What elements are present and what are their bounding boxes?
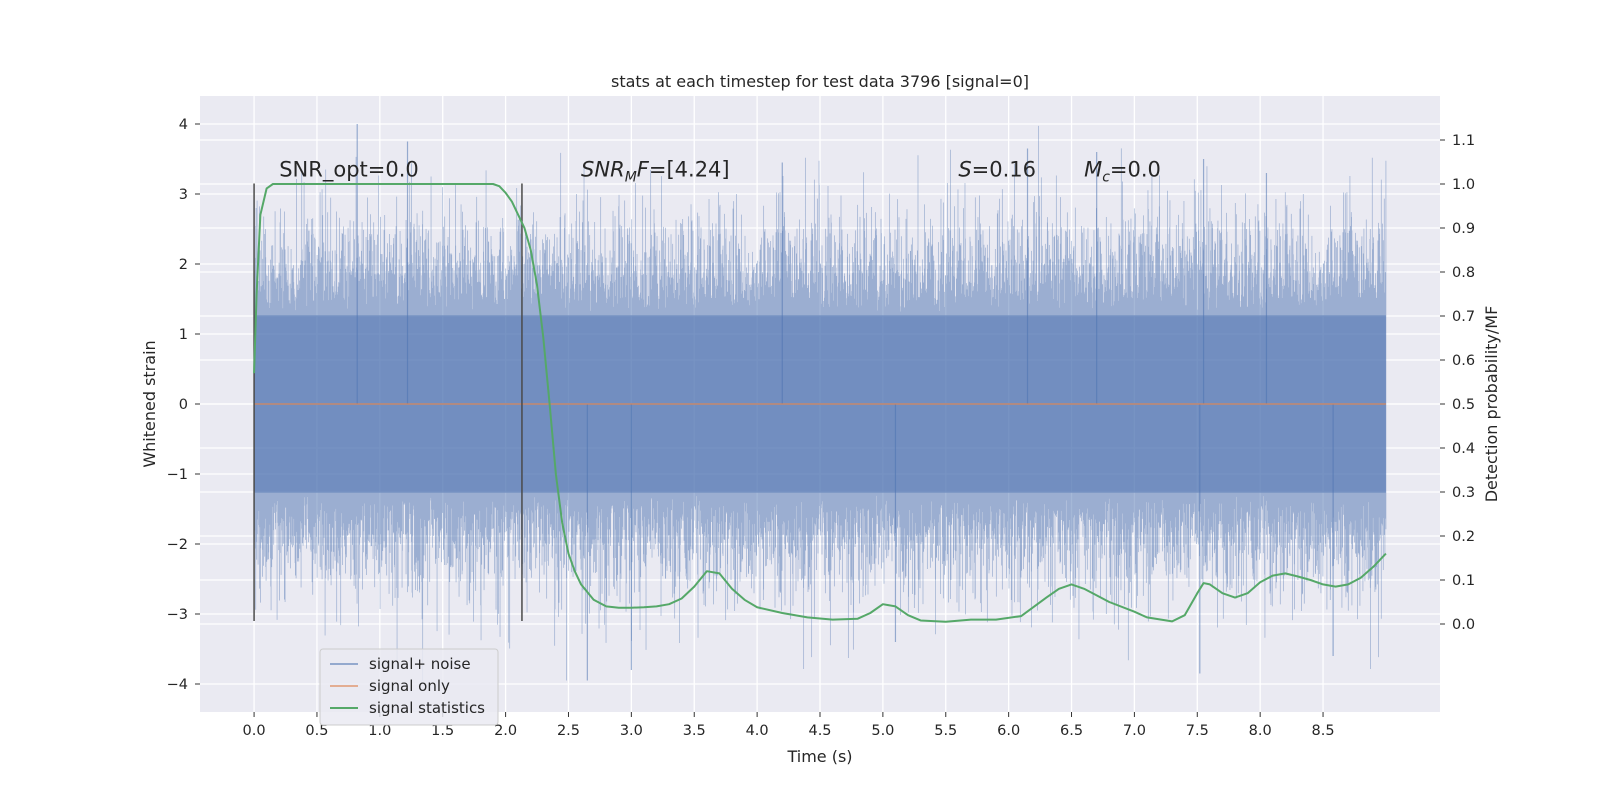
x-tick-label: 7.5 xyxy=(1186,723,1209,739)
y-left-tick-label: −4 xyxy=(167,677,188,693)
y-right-tick-label: 0.4 xyxy=(1452,441,1475,457)
x-tick-label: 8.0 xyxy=(1249,723,1272,739)
x-tick-label: 0.0 xyxy=(243,723,266,739)
y-right-tick-label: 0.8 xyxy=(1452,265,1475,281)
y-left-tick-label: 1 xyxy=(179,327,188,343)
y-left-tick-label: −2 xyxy=(167,537,188,553)
annotation-snr_mf: SNRMF=[4.24] xyxy=(581,158,730,186)
x-tick-label: 4.5 xyxy=(808,723,831,739)
x-tick-label: 1.0 xyxy=(368,723,391,739)
y-right-tick-label: 1.1 xyxy=(1452,133,1475,149)
x-tick-label: 2.0 xyxy=(494,723,517,739)
annotation-snr_opt: SNR_opt=0.0 xyxy=(279,158,419,183)
legend: signal+ noise signal only signal statist… xyxy=(319,648,499,726)
legend-label-signal-noise: signal+ noise xyxy=(369,655,471,673)
x-tick-label: 8.5 xyxy=(1312,723,1335,739)
signal-statistics-line xyxy=(253,183,1387,623)
x-tick-label: 2.5 xyxy=(557,723,580,739)
x-tick-label: 3.0 xyxy=(620,723,643,739)
y-axis-left: 4 3 2 1 0 −1 −2 −3 −4 xyxy=(167,117,200,693)
x-tick-label: 5.5 xyxy=(934,723,957,739)
x-tick-label: 6.0 xyxy=(997,723,1020,739)
plot-area xyxy=(253,124,1387,681)
y-right-tick-label: 0.6 xyxy=(1452,353,1475,369)
y-left-tick-label: 2 xyxy=(179,257,188,273)
y-left-tick-label: −3 xyxy=(167,607,188,623)
y-right-tick-label: 0.3 xyxy=(1452,485,1475,501)
x-tick-label: 5.0 xyxy=(871,723,894,739)
y-right-tick-label: 1.0 xyxy=(1452,177,1475,193)
y-right-tick-label: 0.0 xyxy=(1452,617,1475,633)
y-axis-right-label: Detection probability/MF xyxy=(1482,306,1501,503)
y-left-tick-label: 0 xyxy=(179,397,188,413)
signal-noise-spikes xyxy=(356,124,1334,681)
annotation-s: S=0.16 xyxy=(958,158,1036,182)
y-right-tick-label: 0.7 xyxy=(1452,309,1475,325)
y-right-tick-label: 0.1 xyxy=(1452,573,1475,589)
y-left-tick-label: 4 xyxy=(179,117,188,133)
x-tick-label: 7.0 xyxy=(1123,723,1146,739)
y-left-tick-label: 3 xyxy=(179,187,188,203)
legend-box xyxy=(319,648,499,726)
y-right-tick-label: 0.2 xyxy=(1452,529,1475,545)
x-axis-label: Time (s) xyxy=(786,747,852,766)
legend-label-signal-statistics: signal statistics xyxy=(369,699,485,717)
annotation-mc: Mc=0.0 xyxy=(1084,158,1161,186)
y-axis-left-label: Whitened strain xyxy=(140,340,159,467)
y-left-tick-label: −1 xyxy=(167,467,188,483)
y-axis-right: 1.1 1.0 0.9 0.8 0.7 0.6 0.5 0.4 0.3 0.2 0.1 0.0 xyxy=(1440,133,1475,633)
x-axis: 0.0 0.5 1.0 1.5 2.0 2.5 3.0 3.5 4.0 4.5 5.0 5.5 6.0 6… xyxy=(243,712,1335,739)
legend-label-signal-only: signal only xyxy=(369,677,450,695)
x-tick-label: 1.5 xyxy=(431,723,454,739)
y-right-tick-label: 0.9 xyxy=(1452,221,1475,237)
x-tick-label: 3.5 xyxy=(683,723,706,739)
annotations: SNR_opt=0.0 SNRMF=[4.24] S=0.16 Mc=0.0 xyxy=(279,158,1161,186)
y-right-tick-label: 0.5 xyxy=(1452,397,1475,413)
x-tick-label: 0.5 xyxy=(305,723,328,739)
x-tick-label: 4.0 xyxy=(746,723,769,739)
chart-title: stats at each timestep for test data 379… xyxy=(611,72,1029,91)
x-tick-label: 6.5 xyxy=(1060,723,1083,739)
